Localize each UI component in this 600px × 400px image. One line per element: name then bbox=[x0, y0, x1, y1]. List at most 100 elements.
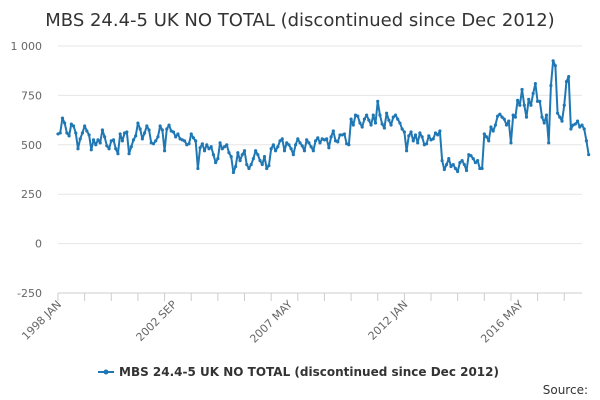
data-point[interactable] bbox=[551, 59, 555, 63]
data-point[interactable] bbox=[127, 152, 131, 156]
data-point[interactable] bbox=[198, 146, 202, 150]
data-point[interactable] bbox=[156, 135, 160, 139]
data-point[interactable] bbox=[389, 123, 393, 127]
data-point[interactable] bbox=[367, 118, 371, 122]
data-point[interactable] bbox=[316, 136, 320, 140]
legend[interactable]: MBS 24.4-5 UK NO TOTAL (discontinued sin… bbox=[98, 365, 499, 379]
data-point[interactable] bbox=[482, 132, 486, 136]
data-point[interactable] bbox=[411, 139, 415, 143]
data-point[interactable] bbox=[331, 129, 335, 133]
data-point[interactable] bbox=[58, 131, 62, 135]
data-point[interactable] bbox=[489, 125, 493, 129]
data-point[interactable] bbox=[254, 149, 258, 153]
data-point[interactable] bbox=[251, 157, 255, 161]
data-point[interactable] bbox=[442, 167, 446, 172]
data-point[interactable] bbox=[65, 131, 69, 135]
data-point[interactable] bbox=[433, 131, 438, 135]
data-point[interactable] bbox=[129, 145, 133, 149]
data-point[interactable] bbox=[147, 128, 151, 132]
data-point[interactable] bbox=[484, 135, 489, 139]
data-point[interactable] bbox=[222, 145, 227, 149]
data-point[interactable] bbox=[231, 170, 236, 175]
data-point[interactable] bbox=[276, 145, 280, 149]
data-point[interactable] bbox=[347, 143, 351, 147]
data-point[interactable] bbox=[187, 142, 191, 146]
data-point[interactable] bbox=[460, 159, 464, 163]
data-point[interactable] bbox=[491, 129, 495, 133]
data-point[interactable] bbox=[549, 83, 553, 88]
data-point[interactable] bbox=[85, 129, 89, 133]
data-point[interactable] bbox=[191, 136, 196, 140]
data-point[interactable] bbox=[236, 151, 240, 155]
data-point[interactable] bbox=[227, 151, 231, 155]
data-point[interactable] bbox=[558, 115, 562, 119]
data-point[interactable] bbox=[342, 132, 347, 136]
data-point[interactable] bbox=[567, 75, 571, 79]
data-point[interactable] bbox=[480, 166, 484, 171]
data-point[interactable] bbox=[196, 166, 200, 171]
data-point[interactable] bbox=[511, 113, 515, 117]
data-point[interactable] bbox=[293, 143, 298, 147]
data-point[interactable] bbox=[398, 121, 402, 125]
data-point[interactable] bbox=[360, 125, 364, 129]
data-point[interactable] bbox=[402, 130, 406, 134]
data-point[interactable] bbox=[329, 135, 333, 139]
data-point[interactable] bbox=[578, 125, 582, 129]
data-point[interactable] bbox=[311, 149, 315, 153]
data-point[interactable] bbox=[562, 103, 566, 107]
data-point[interactable] bbox=[313, 139, 318, 143]
data-point[interactable] bbox=[365, 113, 369, 117]
data-point[interactable] bbox=[349, 117, 353, 121]
data-point[interactable] bbox=[358, 121, 362, 125]
data-point[interactable] bbox=[167, 123, 171, 127]
data-point[interactable] bbox=[118, 132, 122, 136]
data-point[interactable] bbox=[136, 121, 140, 125]
data-point[interactable] bbox=[533, 81, 537, 86]
data-point[interactable] bbox=[356, 114, 360, 118]
data-point[interactable] bbox=[456, 169, 460, 174]
data-point[interactable] bbox=[516, 98, 520, 102]
data-point[interactable] bbox=[287, 143, 291, 147]
data-point[interactable] bbox=[373, 121, 378, 125]
data-point[interactable] bbox=[362, 117, 367, 121]
data-point[interactable] bbox=[265, 166, 269, 171]
data-point[interactable] bbox=[378, 113, 382, 117]
data-point[interactable] bbox=[535, 99, 540, 103]
data-point[interactable] bbox=[376, 99, 380, 103]
data-point[interactable] bbox=[138, 127, 142, 131]
data-point[interactable] bbox=[218, 141, 222, 145]
data-point[interactable] bbox=[427, 134, 431, 138]
data-point[interactable] bbox=[94, 143, 98, 147]
data-point[interactable] bbox=[351, 123, 355, 127]
data-point[interactable] bbox=[462, 162, 466, 167]
data-point[interactable] bbox=[69, 122, 73, 126]
data-point[interactable] bbox=[498, 112, 502, 116]
data-point[interactable] bbox=[438, 129, 442, 133]
data-point[interactable] bbox=[300, 144, 304, 148]
data-point[interactable] bbox=[98, 141, 102, 145]
data-point[interactable] bbox=[400, 127, 404, 131]
data-point[interactable] bbox=[431, 137, 435, 141]
data-point[interactable] bbox=[229, 155, 233, 159]
data-point[interactable] bbox=[436, 133, 440, 137]
data-point[interactable] bbox=[83, 124, 87, 128]
data-point[interactable] bbox=[487, 139, 491, 143]
data-point[interactable] bbox=[60, 116, 65, 120]
data-point[interactable] bbox=[407, 134, 411, 138]
data-point[interactable] bbox=[336, 140, 340, 144]
data-point[interactable] bbox=[493, 123, 498, 127]
data-point[interactable] bbox=[318, 141, 322, 145]
data-point[interactable] bbox=[469, 154, 473, 158]
data-point[interactable] bbox=[396, 117, 400, 121]
data-point[interactable] bbox=[78, 137, 82, 141]
data-point[interactable] bbox=[160, 128, 164, 132]
data-point[interactable] bbox=[305, 138, 309, 142]
data-point[interactable] bbox=[289, 147, 293, 151]
data-point[interactable] bbox=[260, 162, 264, 167]
data-point[interactable] bbox=[202, 149, 207, 153]
data-point[interactable] bbox=[573, 122, 577, 126]
data-point[interactable] bbox=[134, 134, 138, 138]
data-point[interactable] bbox=[256, 153, 260, 157]
data-point[interactable] bbox=[209, 145, 213, 149]
data-point[interactable] bbox=[105, 144, 109, 148]
